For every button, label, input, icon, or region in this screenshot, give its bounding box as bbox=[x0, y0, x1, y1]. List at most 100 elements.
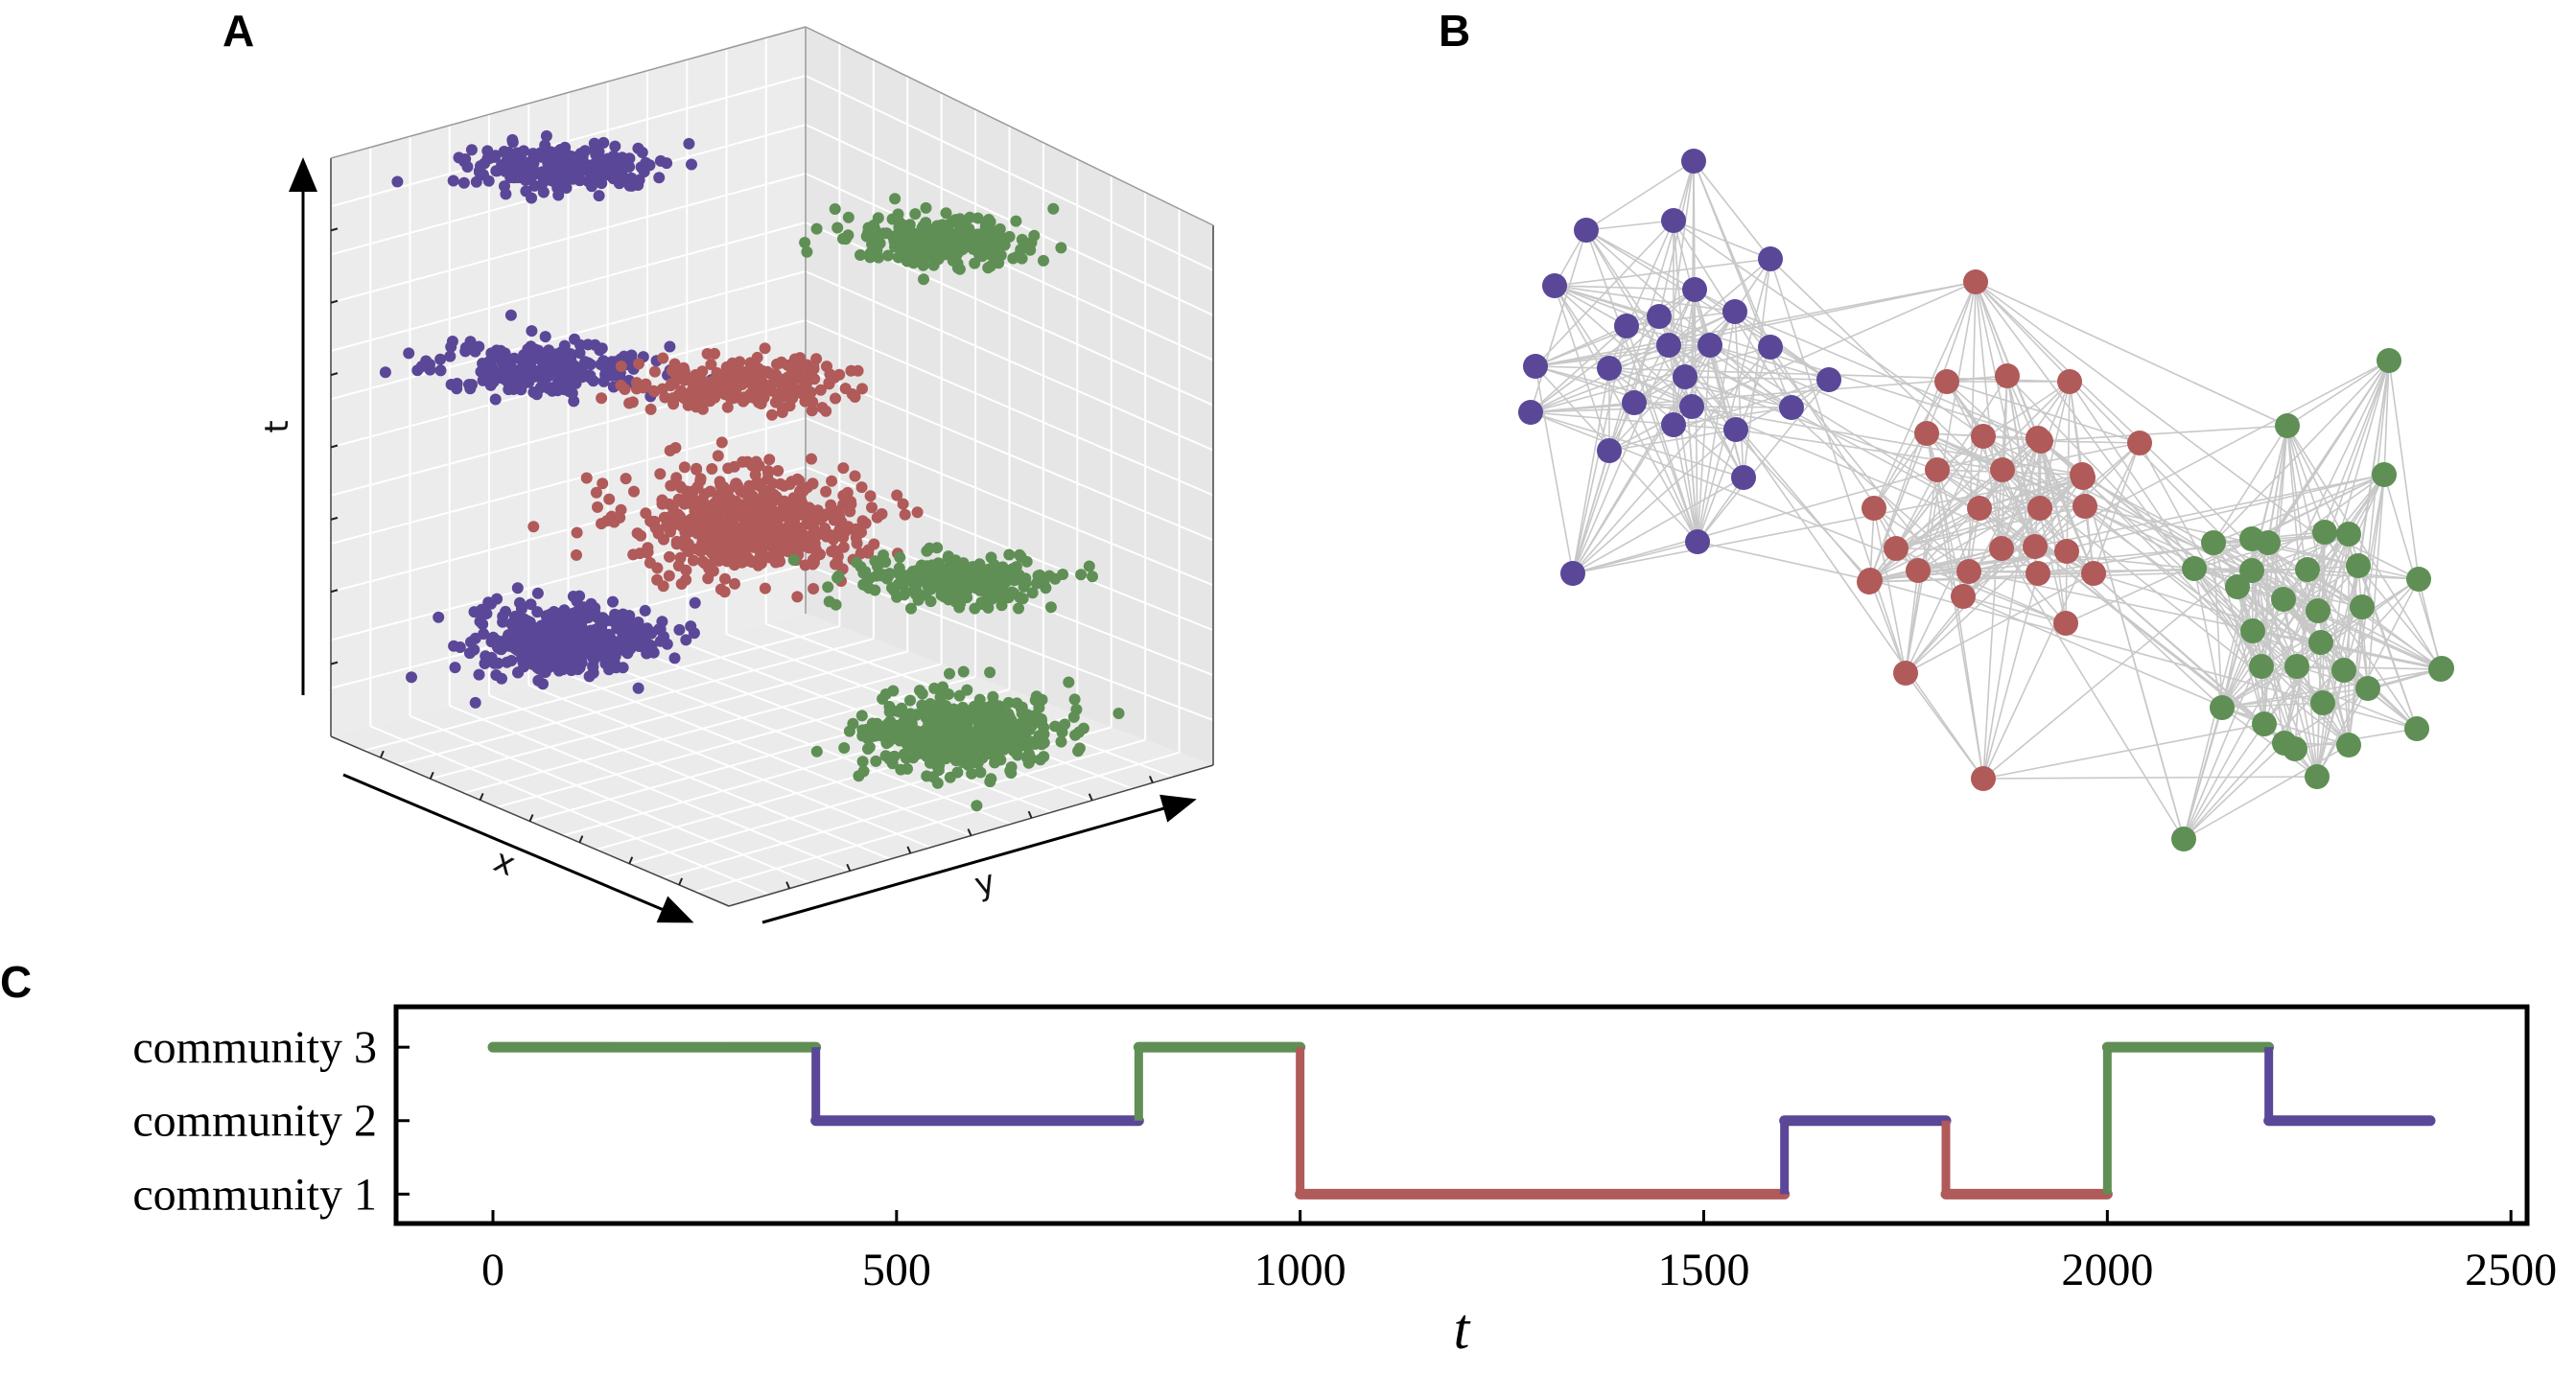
scatter-point bbox=[736, 556, 748, 569]
network-edge bbox=[2221, 668, 2442, 709]
network-node bbox=[1574, 218, 1599, 243]
scatter-point bbox=[714, 479, 727, 492]
floor-pane bbox=[331, 614, 1213, 906]
network-node bbox=[1679, 394, 1704, 419]
scatter-point bbox=[465, 144, 478, 156]
scatter-point bbox=[781, 382, 793, 394]
network-edge bbox=[1697, 258, 1771, 543]
scatter-point bbox=[909, 579, 922, 592]
network-node bbox=[2275, 413, 2300, 438]
x-axis-title: t bbox=[1454, 1297, 1471, 1361]
scatter-point bbox=[420, 355, 433, 367]
scatter-point bbox=[694, 546, 707, 557]
scatter-point bbox=[847, 717, 859, 730]
scatter-point bbox=[567, 591, 579, 602]
scatter-point bbox=[651, 562, 664, 574]
scatter-point bbox=[1075, 569, 1088, 581]
scatter-point bbox=[687, 554, 699, 567]
scatter-point bbox=[597, 136, 610, 149]
scatter-point bbox=[644, 639, 656, 651]
network-edge bbox=[1975, 281, 2262, 667]
scatter-point bbox=[663, 570, 675, 582]
scatter-point bbox=[566, 387, 578, 400]
scatter-point bbox=[870, 755, 882, 767]
network-node bbox=[1698, 333, 1722, 358]
scatter-point bbox=[916, 688, 928, 700]
scatter-point bbox=[883, 706, 896, 718]
scatter-point bbox=[904, 694, 916, 707]
scatter-point bbox=[592, 501, 603, 513]
grid-line bbox=[695, 751, 1180, 894]
scatter-point bbox=[856, 383, 868, 395]
network-edge bbox=[2221, 688, 2369, 709]
network-edge bbox=[1534, 365, 2071, 383]
scatter-point bbox=[855, 710, 868, 722]
network-node bbox=[2305, 764, 2330, 789]
scatter-point bbox=[680, 634, 692, 646]
network-edge bbox=[1658, 315, 1984, 780]
network-edge bbox=[1554, 285, 1696, 291]
network-edge bbox=[1668, 258, 1771, 346]
network-edge bbox=[2418, 578, 2442, 670]
scatter-point bbox=[986, 236, 998, 248]
network-edge bbox=[1608, 429, 1737, 452]
scatter-point bbox=[605, 170, 618, 182]
scatter-point bbox=[505, 655, 518, 666]
network-edge bbox=[1626, 311, 1736, 327]
network-node bbox=[1951, 584, 1976, 609]
scatter-point bbox=[1056, 726, 1068, 738]
scatter-point bbox=[379, 366, 391, 379]
scatter-point bbox=[763, 454, 776, 466]
scatter-point bbox=[989, 703, 1001, 715]
network-edge bbox=[2322, 668, 2442, 704]
network-edge bbox=[1530, 411, 1737, 431]
network-edge bbox=[1697, 477, 1745, 543]
scatter-point bbox=[640, 378, 652, 390]
scatter-point bbox=[749, 478, 761, 491]
network-node bbox=[1560, 561, 1585, 586]
scatter-point bbox=[988, 559, 1000, 571]
scatter-point bbox=[459, 153, 472, 165]
axis-tick bbox=[1027, 810, 1033, 819]
scatter-point bbox=[1063, 676, 1075, 688]
scatter-point bbox=[672, 560, 685, 571]
panel-a-label: A bbox=[222, 6, 254, 56]
scatter-point bbox=[995, 599, 1008, 612]
network-edge bbox=[2183, 707, 2223, 840]
scatter-point bbox=[784, 400, 796, 412]
plot-frame bbox=[393, 1004, 2530, 1226]
network-node bbox=[1682, 277, 1707, 302]
scatter-point bbox=[520, 185, 532, 198]
scatter-point bbox=[504, 309, 517, 321]
network-edge bbox=[1697, 541, 1871, 581]
scatter-point bbox=[940, 700, 952, 711]
scatter-point bbox=[994, 568, 1006, 580]
scatter-point bbox=[951, 766, 964, 779]
network-node bbox=[1816, 367, 1841, 392]
scatter-point bbox=[532, 674, 545, 687]
network-node bbox=[2023, 534, 2048, 559]
x-axis: 0 500 1000 1500 2000 2500 bbox=[481, 1210, 2557, 1295]
scatter-point bbox=[872, 560, 883, 572]
scatter-point bbox=[678, 365, 691, 378]
scatter-point bbox=[521, 615, 533, 627]
scatter-point bbox=[820, 405, 832, 417]
network-node bbox=[1906, 558, 1931, 583]
scatter-point bbox=[759, 582, 771, 594]
scatter-point bbox=[473, 668, 485, 681]
scatter-point bbox=[774, 478, 786, 490]
network-node bbox=[1614, 314, 1639, 338]
network-edge bbox=[1691, 281, 1977, 408]
scatter-point bbox=[554, 162, 567, 175]
network-node bbox=[2295, 557, 2320, 582]
network-node bbox=[1681, 149, 1706, 174]
scatter-point bbox=[693, 521, 706, 533]
network-edge bbox=[2221, 665, 2298, 709]
network-edge bbox=[1673, 424, 1698, 543]
scatter-point bbox=[571, 151, 583, 163]
network-edge bbox=[2183, 744, 2350, 840]
network-node bbox=[1990, 457, 2015, 482]
scatter-point bbox=[538, 151, 550, 163]
scatter-point bbox=[1016, 701, 1028, 713]
